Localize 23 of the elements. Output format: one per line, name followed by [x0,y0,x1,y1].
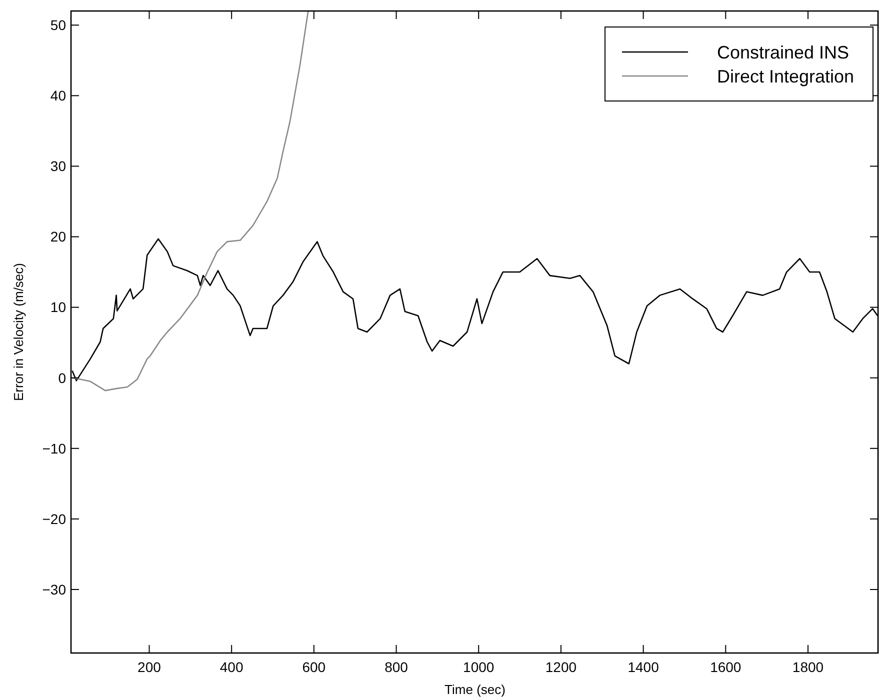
x-tick-label: 1000 [463,659,494,675]
y-tick-label: 40 [50,88,66,104]
x-tick-label: 800 [384,659,408,675]
x-tick-label: 400 [220,659,244,675]
y-tick-label: 20 [50,228,66,245]
x-axis-title: Time (sec) [444,682,506,697]
x-tick-label: 200 [138,659,162,675]
legend-label: Direct Integration [717,66,854,86]
y-tick-label: 0 [58,370,66,386]
y-tick-label: −20 [42,510,66,527]
line-series [72,11,309,392]
x-tick-label: 1800 [792,659,824,675]
legend-label: Constrained INS [717,42,850,62]
y-tick-label: 10 [50,299,66,316]
y-axis-title: Error in Velocity (m/sec) [11,263,26,401]
y-tick-label: 50 [50,17,66,34]
x-tick-label: 600 [302,659,326,675]
x-tick-label: 1600 [710,659,742,675]
y-tick-label: 30 [50,158,66,174]
x-tick-label: 1200 [545,659,577,675]
y-tick-label: −10 [42,440,66,456]
x-tick-label: 1400 [628,659,660,675]
y-tick-label: −30 [42,581,66,598]
